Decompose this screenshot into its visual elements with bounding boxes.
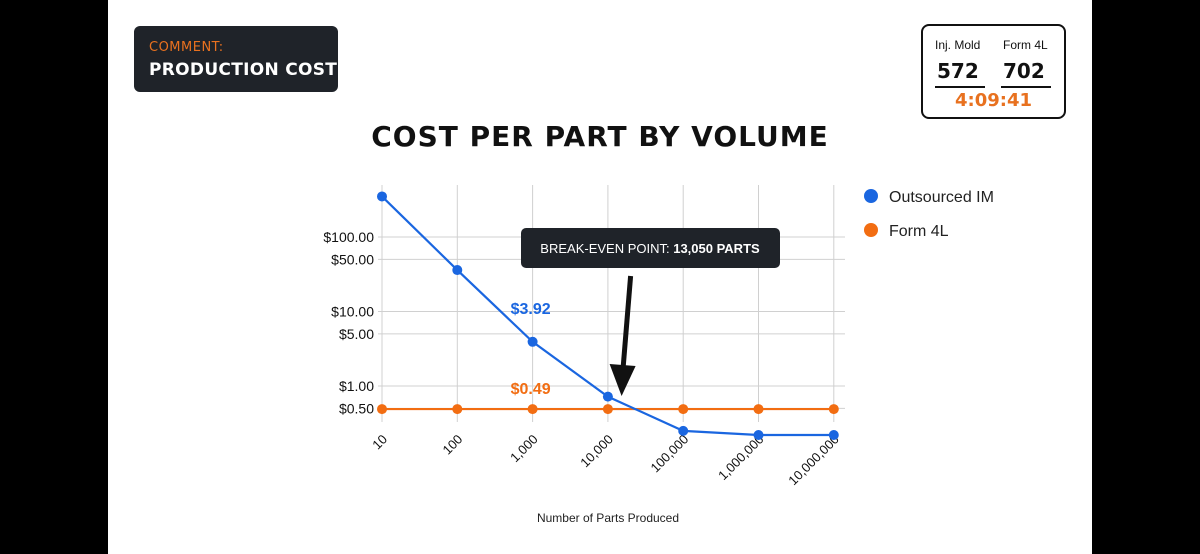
- data-label-form4l: $0.49: [511, 381, 551, 398]
- data-point-0-4: [678, 425, 689, 436]
- legend-label-1: Form 4L: [889, 223, 949, 240]
- chart: $100.00 $50.00 $10.00 $5.00 $1.00 $0.50 10 100…: [323, 185, 994, 525]
- data-point-1-2: [527, 404, 538, 415]
- scoreboard-col2-label: Form 4L: [1003, 38, 1048, 52]
- x-tick-label: 10,000,000: [785, 432, 842, 489]
- scoreboard-time: 4:09:41: [954, 90, 1033, 111]
- data-point-1-1: [452, 404, 463, 415]
- legend-marker-1: [864, 223, 878, 237]
- slide: COMMENT: PRODUCTION COST Inj. Mold Form …: [108, 0, 1092, 554]
- data-point-0-1: [452, 265, 463, 276]
- data-point-0-5: [753, 429, 764, 440]
- scoreboard-underline-1: [935, 86, 985, 88]
- scoreboard-col1-label: Inj. Mold: [935, 38, 981, 52]
- data-point-1-4: [678, 404, 689, 415]
- y-tick-label: $100.00: [323, 229, 374, 245]
- data-point-1-0: [377, 404, 387, 415]
- y-tick-label: $1.00: [339, 378, 374, 394]
- break-even-callout: [521, 228, 780, 268]
- x-tick-label: 100: [439, 432, 465, 458]
- data-point-0-2: [527, 336, 538, 347]
- data-point-0-0: [377, 191, 387, 202]
- comment-label: COMMENT:: [149, 40, 224, 55]
- comment-box: COMMENT: PRODUCTION COST: [134, 26, 338, 92]
- scoreboard-col2-value: 702: [1003, 59, 1045, 83]
- x-tick-label: 10: [369, 432, 390, 453]
- data-point-0-3: [602, 391, 613, 402]
- data-label-outsourced: $3.92: [511, 301, 551, 318]
- x-tick-label: 1,000: [507, 432, 541, 466]
- scoreboard-underline-2: [1001, 86, 1051, 88]
- break-even-arrow-head: [609, 364, 636, 396]
- y-tick-label: $5.00: [339, 326, 374, 342]
- data-point-1-6: [828, 404, 839, 415]
- scoreboard-col1-value: 572: [937, 59, 979, 83]
- y-tick-label: $50.00: [331, 251, 374, 267]
- break-even-text: BREAK-EVEN POINT: 13,050 PARTS: [540, 241, 760, 256]
- chart-title: COST PER PART BY VOLUME: [371, 120, 829, 153]
- break-even-arrow-shaft: [620, 275, 634, 375]
- legend-label-0: Outsourced IM: [889, 189, 994, 206]
- y-tick-label: $0.50: [339, 400, 374, 416]
- x-tick-label: 100,000: [647, 432, 691, 476]
- scoreboard: Inj. Mold Form 4L 572 702 4:09:41: [921, 24, 1066, 119]
- x-axis-label: Number of Parts Produced: [537, 511, 679, 525]
- y-tick-label: $10.00: [331, 304, 374, 320]
- data-point-1-3: [602, 404, 613, 415]
- comment-title: PRODUCTION COST: [149, 60, 338, 80]
- legend-marker-0: [864, 189, 878, 203]
- data-point-0-6: [828, 429, 839, 440]
- x-tick-label: 10,000: [577, 432, 616, 471]
- data-point-1-5: [753, 404, 764, 415]
